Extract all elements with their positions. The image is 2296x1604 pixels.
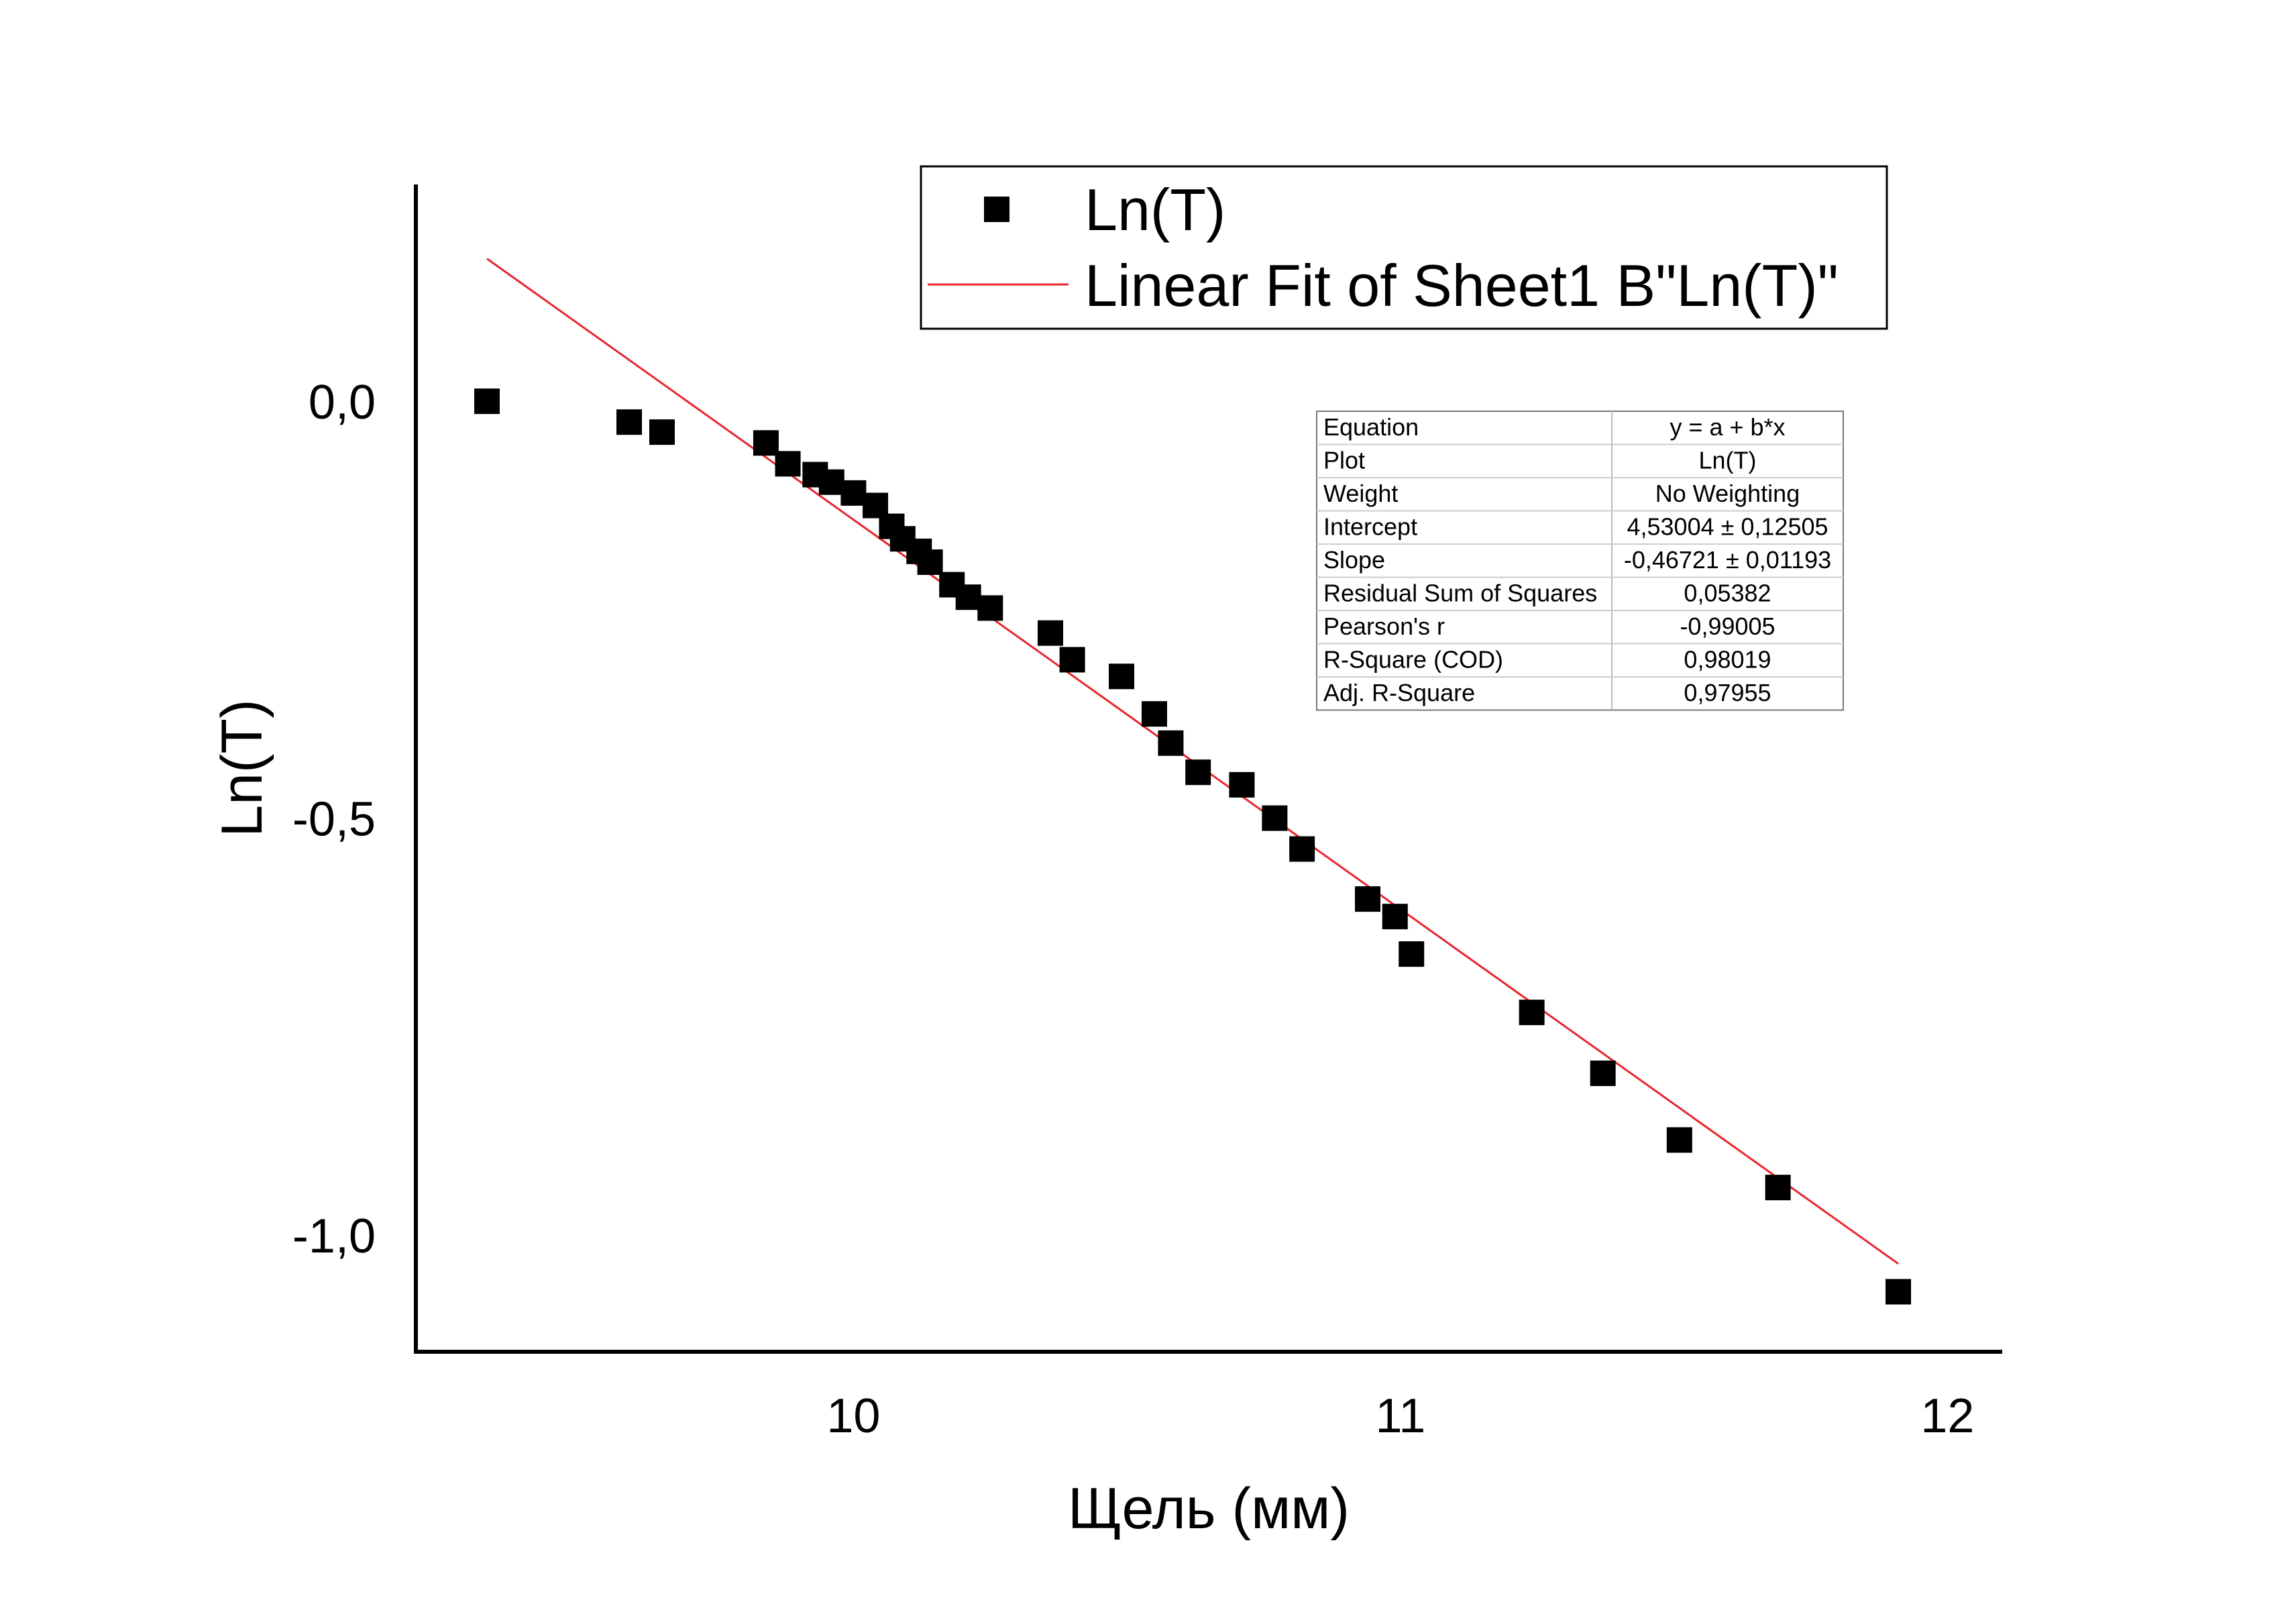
stats-value: 0,05382	[1684, 580, 1771, 607]
data-points	[474, 388, 1912, 1305]
data-point	[1885, 1279, 1912, 1305]
stats-label: Residual Sum of Squares	[1323, 580, 1597, 607]
x-tick-labels: 10 11 12	[826, 1389, 1974, 1443]
data-point	[1765, 1175, 1791, 1201]
stats-label: Pearson's r	[1323, 612, 1445, 640]
stats-label: Plot	[1323, 447, 1365, 474]
data-point	[1158, 730, 1184, 756]
data-point	[1590, 1060, 1616, 1086]
data-point	[1185, 759, 1211, 786]
stats-value: -0,99005	[1680, 612, 1775, 640]
legend-marker-scatter	[984, 197, 1009, 222]
x-axis-title: Щель (мм)	[1068, 1477, 1350, 1541]
stats-value: 4,53004 ± 0,12505	[1627, 513, 1828, 541]
y-tick-labels: 0,0 -0,5 -1,0	[292, 376, 376, 1263]
data-point	[1262, 805, 1288, 831]
data-point	[1382, 904, 1408, 930]
stats-value: y = a + b*x	[1670, 413, 1785, 441]
stats-table-frame	[1316, 411, 1844, 711]
y-tick-label: -1,0	[292, 1210, 376, 1263]
legend-label-scatter: Ln(T)	[1085, 176, 1225, 243]
data-point	[917, 549, 943, 576]
data-point	[1666, 1127, 1692, 1153]
stats-label: R-Square (COD)	[1323, 646, 1503, 674]
stats-value: Ln(T)	[1698, 447, 1756, 474]
legend: Ln(T) Linear Fit of Sheet1 B"Ln(T)"	[920, 165, 1888, 330]
data-point	[1289, 836, 1315, 862]
stats-value: 0,97955	[1684, 679, 1771, 706]
data-point	[840, 480, 867, 506]
y-tick-label: -0,5	[292, 793, 376, 847]
data-point	[1519, 1000, 1545, 1026]
stats-value: No Weighting	[1655, 480, 1800, 507]
data-point	[818, 469, 844, 495]
data-point	[1399, 941, 1425, 967]
data-point	[616, 409, 643, 435]
data-point	[1355, 886, 1380, 912]
stats-value: -0,46721 ± 0,01193	[1624, 546, 1831, 574]
stats-value: 0,98019	[1684, 646, 1771, 674]
x-tick-label: 11	[1376, 1389, 1426, 1443]
data-point	[1229, 771, 1255, 798]
stats-label: Weight	[1323, 480, 1398, 507]
data-point	[753, 430, 779, 456]
stats-label: Equation	[1323, 413, 1419, 441]
data-point	[977, 595, 1003, 621]
legend-label-fit: Linear Fit of Sheet1 B"Ln(T)"	[1085, 252, 1839, 319]
data-point	[1109, 663, 1135, 690]
data-point	[955, 584, 981, 610]
data-point	[1038, 620, 1063, 646]
x-tick-label: 10	[826, 1389, 880, 1443]
data-point	[775, 451, 801, 477]
data-point	[649, 419, 675, 445]
x-tick-label: 12	[1920, 1389, 1974, 1443]
y-tick-label: 0,0	[309, 376, 376, 429]
fit-statistics-table: Equation y = a + b*x Plot Ln(T) Weight No Wei…	[1316, 411, 1844, 711]
stats-label: Slope	[1323, 546, 1385, 574]
data-point	[1141, 701, 1167, 727]
y-axis-title: Ln(T)	[210, 699, 274, 837]
data-point	[474, 388, 500, 415]
data-point	[1059, 647, 1085, 673]
legend-box	[920, 165, 1888, 330]
stats-label: Intercept	[1323, 513, 1417, 541]
stats-label: Adj. R-Square	[1323, 679, 1475, 706]
